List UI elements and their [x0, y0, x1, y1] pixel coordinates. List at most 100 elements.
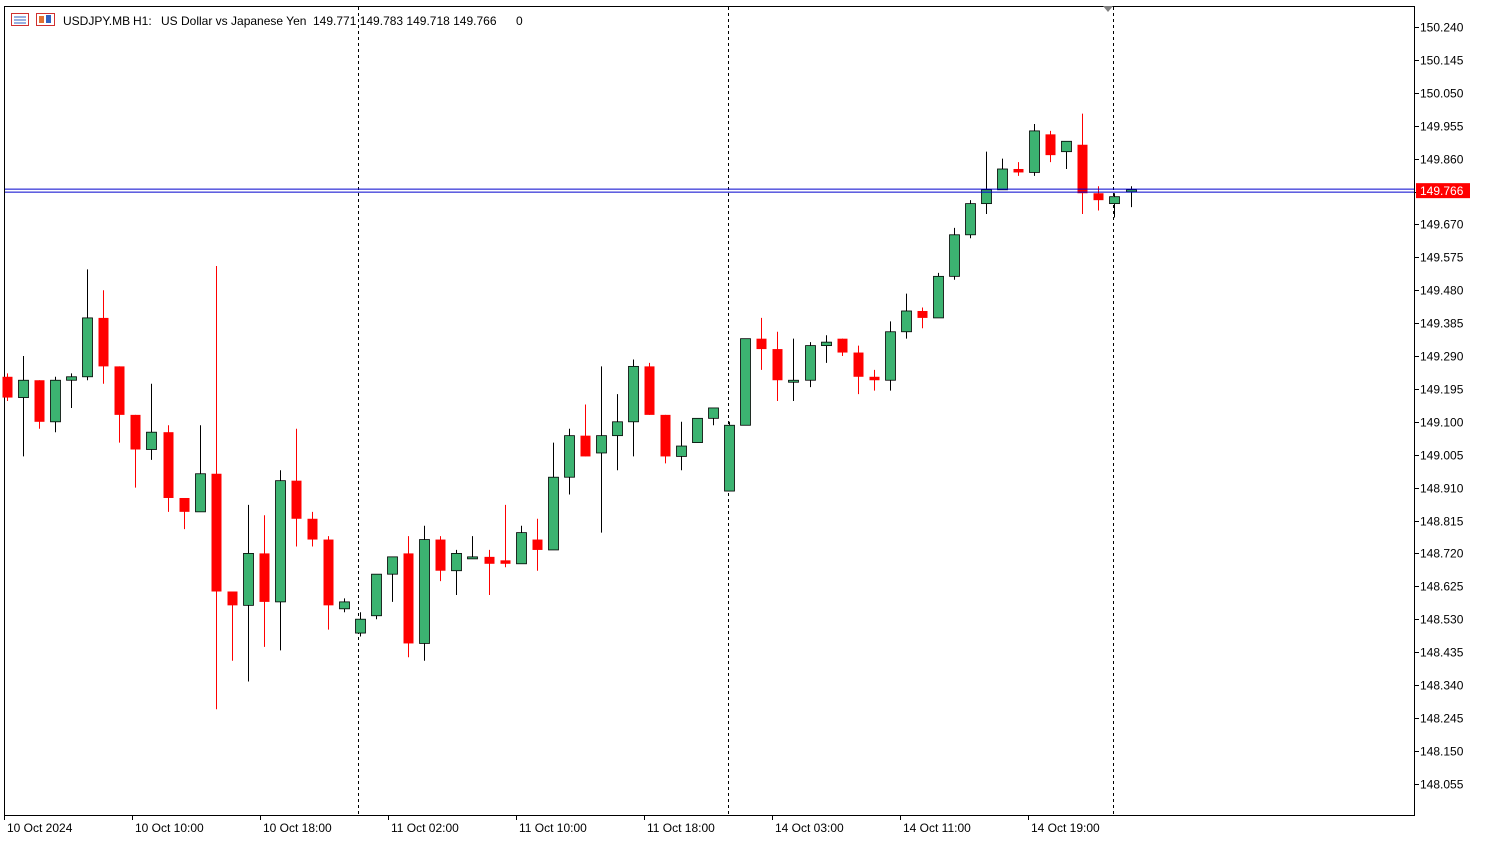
candle: [965, 200, 976, 239]
candle: [740, 338, 751, 426]
price-tick-label: 149.575: [1420, 251, 1464, 265]
timeframe-label: H1:: [133, 14, 152, 28]
candle: [339, 598, 350, 613]
price-tick-label: 149.860: [1420, 153, 1464, 167]
candle: [82, 269, 93, 381]
price-tick-label: 148.910: [1420, 482, 1464, 496]
candle: [163, 425, 174, 512]
candle: [467, 536, 478, 560]
candle-body: [901, 310, 912, 333]
candle-body: [1061, 140, 1072, 153]
chart-window-icon[interactable]: [36, 13, 55, 26]
candle: [724, 421, 735, 492]
candle: [1029, 123, 1040, 176]
candle-body: [500, 560, 511, 564]
candle: [387, 556, 398, 602]
period-separators: [358, 7, 1114, 815]
candle: [580, 404, 591, 457]
candle: [403, 536, 414, 658]
candle-body: [981, 189, 992, 205]
candle-body: [580, 435, 591, 457]
current-price-label: 149.766: [1420, 184, 1464, 198]
candle: [371, 573, 382, 620]
candle: [612, 394, 623, 471]
candle-body: [195, 473, 206, 513]
candle: [98, 290, 109, 384]
price-tick-label: 150.050: [1420, 87, 1464, 101]
candle-body: [1077, 144, 1088, 194]
candle: [243, 504, 254, 682]
candle-body: [837, 338, 848, 353]
candle: [628, 359, 639, 457]
candle-body: [291, 480, 302, 519]
candle-body: [339, 601, 350, 610]
candle: [708, 407, 719, 426]
candle-body: [307, 518, 318, 540]
candle-body: [885, 331, 896, 381]
candle: [644, 362, 655, 415]
candle-body: [163, 432, 174, 498]
chart-header: USDJPY.MB H1: US Dollar vs Japanese Yen …: [11, 13, 523, 28]
candle: [596, 366, 607, 533]
candle: [548, 442, 559, 551]
candle: [901, 293, 912, 339]
candle-body: [548, 476, 559, 551]
candle: [1093, 186, 1104, 211]
time-axis[interactable]: 10 Oct 2024 10 Oct 10:00 10 Oct 18:00 11 Oc…: [4, 815, 1101, 835]
candle-body: [692, 417, 703, 443]
price-tick-label: 148.815: [1420, 515, 1464, 529]
current-price-lines: [5, 188, 1414, 193]
candle: [130, 414, 141, 488]
price-tick-label: 148.245: [1420, 712, 1464, 726]
candle-body: [275, 480, 286, 603]
candle: [34, 380, 45, 429]
candle: [805, 342, 816, 388]
candle-body: [516, 532, 527, 565]
price-tick-label: 149.005: [1420, 449, 1464, 463]
volume-value: 0: [516, 14, 523, 28]
candle-body: [1045, 134, 1056, 156]
time-tick-label: 10 Oct 2024: [7, 821, 73, 835]
candle: [933, 272, 944, 319]
menu-icon[interactable]: [11, 13, 29, 26]
candle-body: [419, 539, 430, 644]
candle-body: [227, 591, 238, 606]
candle-body: [467, 556, 478, 560]
candle: [837, 338, 848, 356]
chart-shift-marker[interactable]: [1103, 6, 1113, 12]
candle: [291, 428, 302, 547]
candle: [1045, 130, 1056, 163]
candle: [676, 421, 687, 471]
candle-body: [34, 380, 45, 422]
candle-body: [179, 497, 190, 512]
price-tick-label: 148.055: [1420, 778, 1464, 792]
price-tick-label: 148.625: [1420, 580, 1464, 594]
candle-body: [708, 407, 719, 419]
candle-body: [211, 473, 222, 592]
candle-body: [98, 317, 109, 367]
candle: [1013, 162, 1024, 176]
candle: [917, 307, 928, 329]
candle-body: [788, 379, 799, 383]
price-tick-label: 150.240: [1420, 21, 1464, 35]
price-tick-label: 148.150: [1420, 745, 1464, 759]
price-tick-label: 149.100: [1420, 416, 1464, 430]
candle: [2, 373, 13, 402]
time-tick-label: 10 Oct 10:00: [135, 821, 204, 835]
candle-body: [660, 414, 671, 457]
candle: [516, 525, 527, 565]
candle: [146, 383, 157, 460]
candle-body: [484, 556, 495, 564]
candle-body: [2, 376, 13, 398]
candle-body: [50, 379, 61, 423]
candle: [275, 470, 286, 651]
price-tick-label: 149.480: [1420, 284, 1464, 298]
candle-body: [451, 553, 462, 572]
candle-body: [1013, 168, 1024, 173]
candle-body: [612, 421, 623, 437]
price-tick-label: 148.530: [1420, 613, 1464, 627]
candle: [1077, 113, 1088, 215]
price-axis[interactable]: 150.240 150.145 150.050 149.955 149.860 149.7…: [1415, 21, 1464, 792]
